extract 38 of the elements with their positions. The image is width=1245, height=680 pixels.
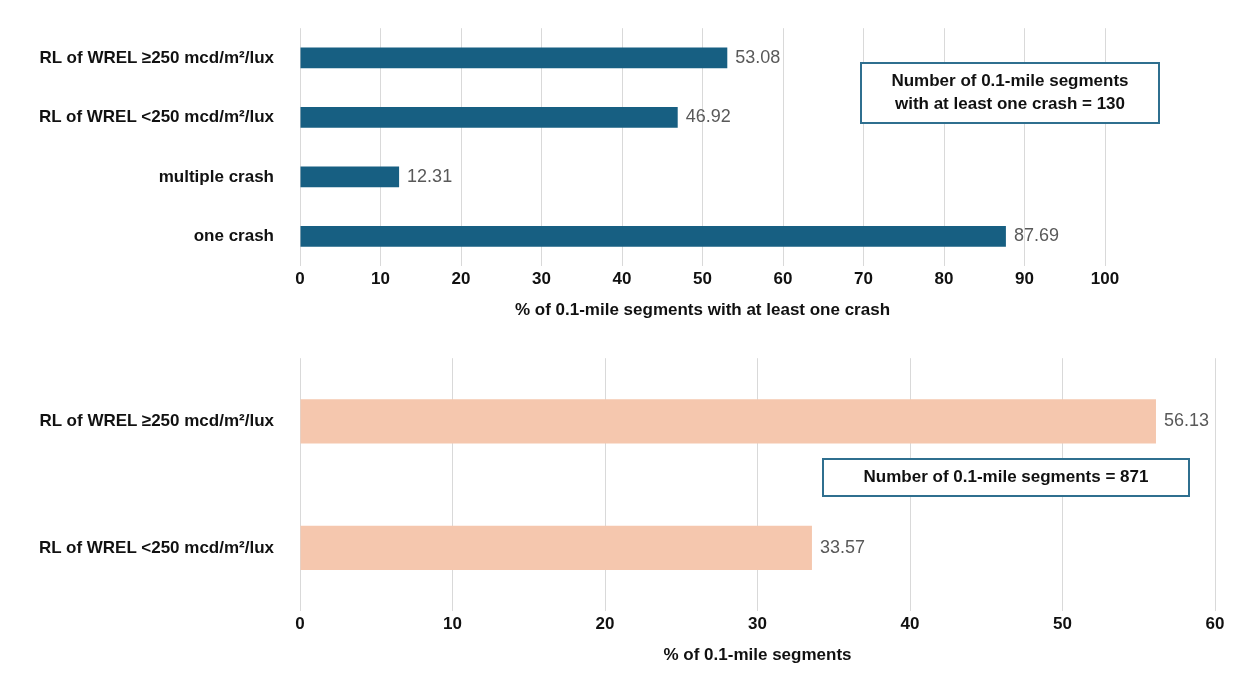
x-tick-label: 80 <box>934 269 954 289</box>
x-tick-label: 50 <box>1053 614 1072 634</box>
y-tick-label: RL of WREL ≥250 mcd/m²/lux <box>39 411 275 431</box>
data-label: 56.13 <box>1163 410 1210 431</box>
y-tick-label: RL of WREL <250 mcd/m²/lux <box>38 107 275 127</box>
data-label: 46.92 <box>685 106 731 127</box>
x-axis-title: % of 0.1-mile segments with at least one crash <box>514 300 891 320</box>
bar <box>300 226 1006 247</box>
bar <box>300 107 678 128</box>
x-tick-label: 40 <box>612 269 632 289</box>
y-tick-label: RL of WREL <250 mcd/m²/lux <box>38 537 275 557</box>
x-tick-label: 60 <box>773 269 793 289</box>
note-box: Number of 0.1-mile segments = 871 <box>822 458 1190 497</box>
x-tick-label: 20 <box>451 269 471 289</box>
x-tick-label: 90 <box>1015 269 1034 289</box>
x-tick-label: 50 <box>693 269 712 289</box>
data-label: 53.08 <box>735 46 781 67</box>
data-label: 87.69 <box>1013 225 1059 246</box>
y-tick-label: one crash <box>193 226 274 246</box>
x-tick-label: 30 <box>532 269 551 289</box>
x-axis-title: % of 0.1-mile segments <box>663 645 852 665</box>
y-tick-label: RL of WREL ≥250 mcd/m²/lux <box>39 47 275 67</box>
x-tick-label: 100 <box>1090 269 1120 289</box>
x-tick-label: 70 <box>854 269 873 289</box>
x-tick-label: 60 <box>1205 614 1225 634</box>
x-tick-label: 0 <box>295 614 305 634</box>
x-tick-label: 20 <box>595 614 615 634</box>
note-box: Number of 0.1-mile segments with at least one crash = 130 <box>860 62 1160 124</box>
x-tick-label: 10 <box>371 269 390 289</box>
x-tick-label: 10 <box>443 614 462 634</box>
bar <box>300 47 728 69</box>
y-tick-label: multiple crash <box>158 166 274 186</box>
x-tick-label: 40 <box>900 614 920 634</box>
x-tick-label: 30 <box>748 614 767 634</box>
x-tick-label: 0 <box>295 269 305 289</box>
bar <box>300 166 400 188</box>
data-label: 12.31 <box>407 165 453 186</box>
data-label: 33.57 <box>819 536 865 557</box>
